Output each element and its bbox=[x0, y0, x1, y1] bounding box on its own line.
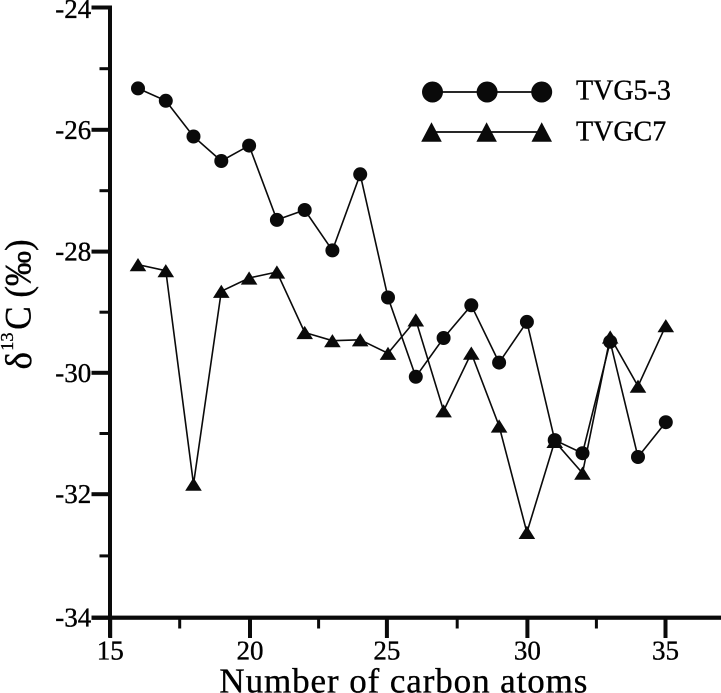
svg-text:13: 13 bbox=[0, 333, 17, 351]
svg-text:35: 35 bbox=[652, 635, 679, 665]
svg-text:-32: -32 bbox=[55, 479, 91, 509]
svg-text:-28: -28 bbox=[55, 237, 91, 267]
svg-text:20: 20 bbox=[237, 635, 264, 665]
svg-text:δ: δ bbox=[0, 352, 40, 370]
svg-text:TVG5-3: TVG5-3 bbox=[576, 76, 671, 107]
svg-text:-26: -26 bbox=[55, 115, 91, 145]
svg-text:-24: -24 bbox=[55, 0, 91, 24]
svg-text:-34: -34 bbox=[55, 603, 91, 633]
svg-text:-30: -30 bbox=[55, 358, 91, 388]
svg-text:30: 30 bbox=[514, 635, 541, 665]
svg-text:TVGC7: TVGC7 bbox=[576, 117, 666, 148]
svg-text:15: 15 bbox=[97, 635, 124, 665]
svg-text:Number of carbon atoms: Number of carbon atoms bbox=[219, 662, 587, 693]
svg-text:25: 25 bbox=[373, 635, 400, 665]
svg-text:C (‰): C (‰) bbox=[0, 239, 40, 330]
